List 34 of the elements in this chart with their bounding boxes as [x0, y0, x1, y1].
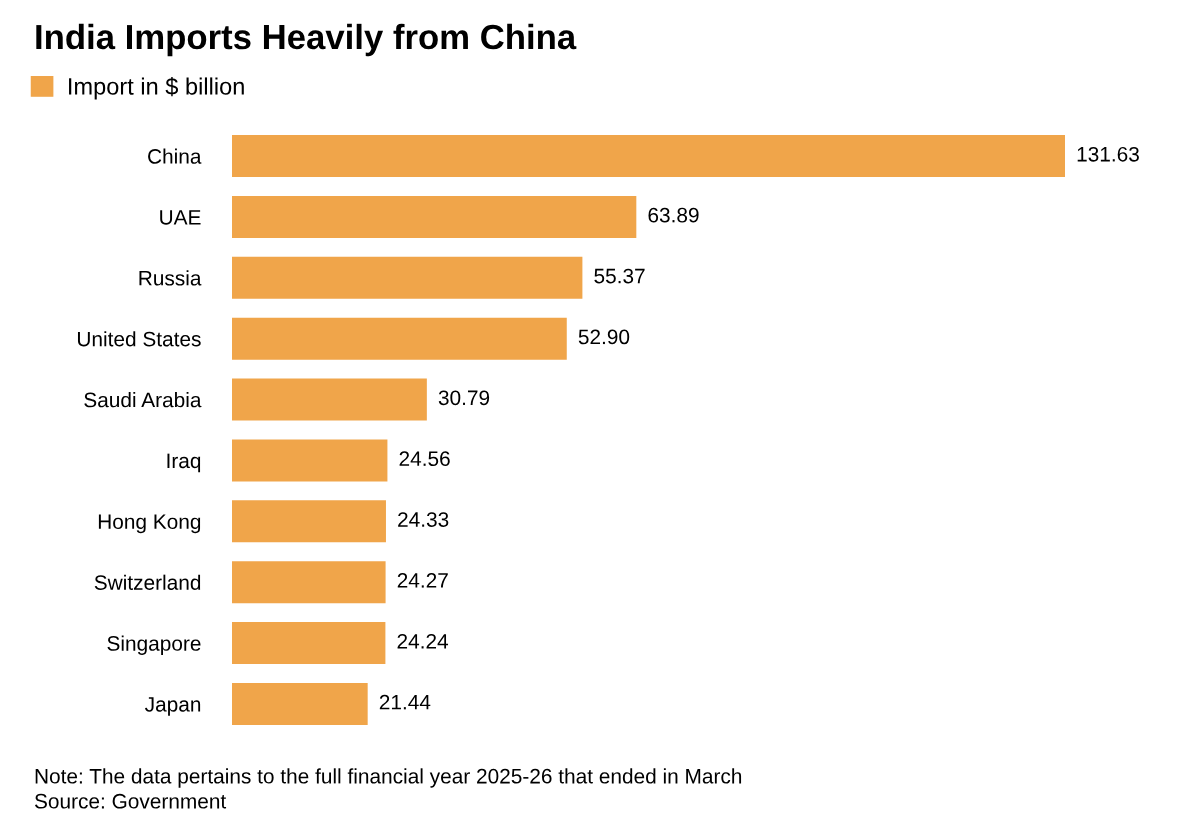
y-tick-label: Hong Kong: [98, 514, 201, 534]
y-tick-label: Saudi Arabia: [84, 392, 202, 408]
bar: [232, 317, 567, 360]
bar: [232, 135, 1065, 178]
y-tick-label: Iraq: [167, 453, 201, 473]
data-label: 55.37: [594, 268, 645, 284]
bar: [232, 378, 427, 421]
y-tick-label: United States: [77, 331, 201, 347]
data-label: 24.27: [397, 573, 448, 588]
y-tick-label: UAE: [160, 210, 201, 225]
text: Note: The data pertains to the full financial year 2025-26 that ended in March: [35, 768, 742, 788]
data-label: 24.33: [398, 512, 449, 527]
data-label: 52.90: [578, 329, 630, 345]
y-tick-label: China: [148, 148, 202, 164]
y-tick-label: Japan: [145, 697, 201, 716]
bar: [232, 256, 583, 299]
y-tick-label: Singapore: [107, 635, 201, 655]
bar: [232, 622, 386, 665]
data-label: 131.63: [1077, 146, 1139, 162]
data-label: 63.89: [648, 207, 699, 223]
data-label: 30.79: [438, 390, 490, 406]
y-tick-label: Russia: [139, 270, 202, 286]
y-tick-label: Switzerland: [94, 574, 201, 590]
bar: [232, 561, 386, 604]
bar: [232, 439, 388, 482]
source-note: Source: Government: [34, 793, 227, 809]
data-label: 24.56: [399, 451, 450, 467]
data-label: 24.24: [397, 633, 449, 649]
bar: [232, 500, 386, 543]
chart-title: India Imports Heavily from China: [36, 23, 577, 57]
bar: [232, 195, 637, 238]
legend-label: Import in $ billion: [69, 77, 244, 100]
bar: [232, 682, 368, 725]
data-label: 21.44: [379, 694, 431, 710]
